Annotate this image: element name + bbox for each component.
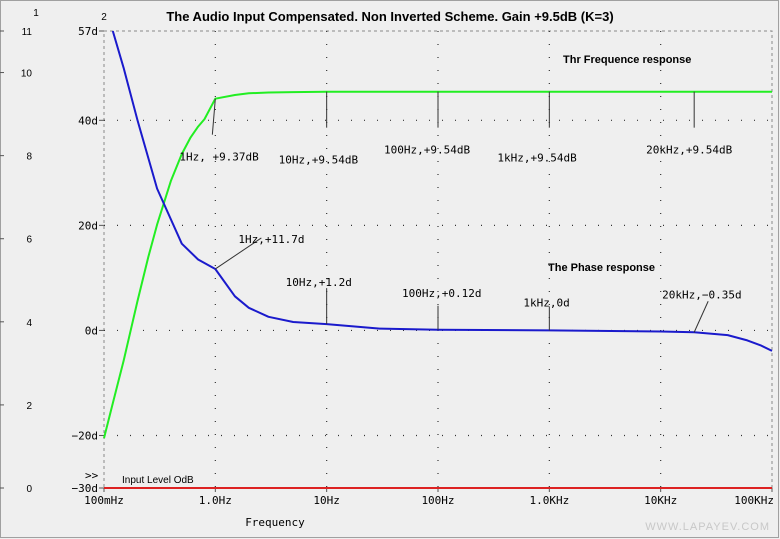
x-tick-label: 1.0KHz <box>529 494 569 507</box>
annotation-label: 1Hz, +9.37dB <box>179 151 259 164</box>
annotation-label: 20kHz,+9.54dB <box>646 144 732 157</box>
label-input-level: Input Level OdB <box>122 475 194 486</box>
axis1-tick-label: 10 <box>21 69 33 80</box>
annotation-label: 1kHz,+9.54dB <box>497 152 577 165</box>
axis2-tick-label: 20d <box>78 219 98 232</box>
x-tick-label: 10KHz <box>644 494 677 507</box>
x-tick-label: 100Hz <box>421 494 454 507</box>
axis1-tick-label: 4 <box>26 318 32 329</box>
annotation-label: 10Hz,+1.2d <box>286 276 352 289</box>
x-tick-label: 1.0Hz <box>199 494 232 507</box>
axis2-tick-label: 57d <box>78 25 98 38</box>
chart-title: The Audio Input Compensated. Non Inverte… <box>166 9 613 24</box>
series-group <box>103 30 773 489</box>
x-axis-ticks: 100mHz 1.0Hz 10Hz 100Hz 1.0KHz 10KHz 100KHz <box>84 488 774 507</box>
annotations-group: 1Hz, +9.37dB 10Hz,+9.54dB 100Hz,+9.54dB 1kH… <box>179 91 742 333</box>
annotation-label: 10Hz,+9.54dB <box>279 154 359 167</box>
axis-marker-arrow: >> <box>85 469 99 482</box>
annotation-leader <box>693 301 709 333</box>
x-axis-label: Frequency <box>245 516 305 529</box>
series-frequency-response <box>103 90 772 439</box>
axis1-marker: 1 <box>33 8 39 19</box>
series-phase-response <box>111 30 773 352</box>
x-tick-label: 100KHz <box>734 494 774 507</box>
annotation-label: 100Hz,+0.12d <box>402 287 481 300</box>
x-tick-label: 10Hz <box>313 494 340 507</box>
label-frequency-response: Thr Frequence response <box>563 54 691 66</box>
axis2-marker: 2 <box>101 12 107 23</box>
axis2-tick-label: 0d <box>85 324 98 337</box>
annotation-leader <box>211 98 216 135</box>
axis1-tick-label: 6 <box>26 235 32 246</box>
axis1-tick-label: 8 <box>26 152 32 163</box>
axis1-ticks: 0 2 4 6 8 10 11 <box>0 27 32 495</box>
x-tick-label: 100mHz <box>84 494 124 507</box>
axis1-tick-label: 2 <box>26 401 32 412</box>
label-phase-response: The Phase response <box>548 262 655 274</box>
axis1-tick-label: 0 <box>26 484 32 495</box>
axis2-tick-label: 40d <box>78 114 98 127</box>
annotation-label: 100Hz,+9.54dB <box>384 144 470 157</box>
axis2-ticks: −30d −20d 0d 20d 40d 57d <box>72 25 104 495</box>
annotation-label: 20kHz,−0.35d <box>662 288 741 301</box>
axis2-tick-label: −30d <box>72 482 99 495</box>
annotation-leader <box>215 237 262 270</box>
axis2-tick-label: −20d <box>72 429 99 442</box>
annotation-label: 1Hz,+11.7d <box>238 233 304 246</box>
watermark-text: WWW.LAPAYEV.COM <box>645 521 770 533</box>
annotation-label: 1kHz,0d <box>523 296 569 309</box>
axis1-tick-label: 11 <box>22 27 33 38</box>
